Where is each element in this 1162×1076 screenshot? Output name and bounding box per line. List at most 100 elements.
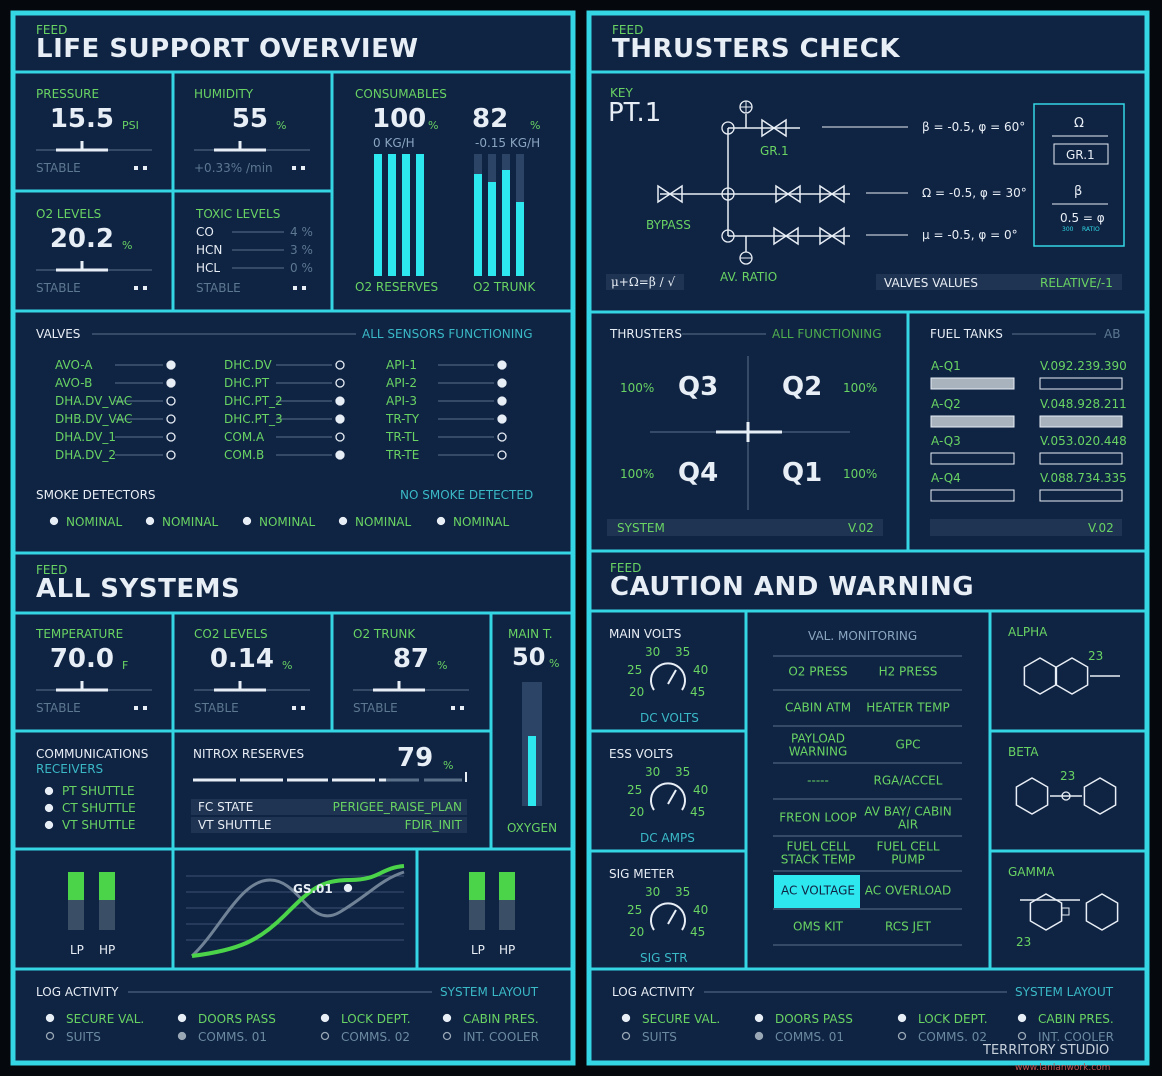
status-dot — [44, 820, 54, 830]
cells-text: H2 PRESS — [878, 664, 938, 679]
valve-state — [497, 378, 507, 388]
label-text: O2 TRUNK — [353, 627, 416, 641]
cells-text: AV BAY/ CABIN AIR — [864, 804, 952, 831]
name-text: OXYGEN — [507, 821, 558, 835]
feed-text: FEED — [610, 561, 642, 575]
status-text: STABLE — [36, 701, 81, 715]
label-text: MAIN VOLTS — [609, 627, 682, 641]
row-bg — [876, 274, 1122, 290]
feed-text: FEED — [36, 23, 68, 37]
status-dot — [320, 1031, 330, 1041]
columns-text: DHC.PT — [224, 376, 270, 390]
indicator — [301, 166, 305, 170]
indicator — [460, 706, 464, 710]
panel — [12, 309, 574, 555]
valve-state — [497, 396, 507, 406]
panel — [171, 70, 334, 193]
rows-text: FC STATE — [198, 800, 254, 814]
items-text: SUITS — [642, 1030, 677, 1044]
level-bar — [474, 174, 482, 276]
watermark-text: TERRITORY STUDIO — [983, 1043, 1110, 1058]
value-text: PT.1 — [608, 98, 662, 128]
hexagon — [1085, 893, 1119, 931]
items-text: COMMS. 01 — [775, 1030, 845, 1044]
level-bar — [416, 154, 424, 276]
cells-text: RGA/ACCEL — [873, 773, 943, 788]
formula-text: μ+Ω=β / √ — [611, 275, 676, 289]
columns-text: DHA.DV_VAC — [55, 394, 133, 408]
valve — [819, 184, 845, 204]
label-text: CO2 LEVELS — [194, 627, 268, 641]
tanks-text: V.088.734.335 — [1040, 471, 1127, 485]
cells-text: GPC — [895, 737, 921, 752]
items-text: CT SHUTTLE — [62, 801, 136, 815]
indicator — [143, 286, 147, 290]
rows-text: HCL — [196, 261, 221, 275]
label-text: FUEL TANKS — [930, 327, 1003, 341]
panel — [744, 609, 992, 971]
valve — [775, 184, 801, 204]
relative-text: RELATIVE/-1 — [1040, 276, 1113, 290]
valve-state — [166, 396, 176, 406]
status-dot — [754, 1013, 764, 1023]
items-text: CABIN PRES. — [1038, 1012, 1114, 1026]
panel — [588, 729, 748, 853]
items-text: DOORS PASS — [198, 1012, 276, 1026]
unit-text: % — [276, 119, 287, 132]
needle — [667, 909, 677, 925]
unit-text: SIG STR — [640, 951, 688, 965]
valve-state — [166, 378, 176, 388]
status-text: STABLE — [196, 281, 241, 295]
b-unit-text: % — [530, 119, 541, 132]
tanks-text: V.048.928.211 — [1040, 397, 1127, 411]
hexagon — [1083, 777, 1117, 815]
unit-text: % — [282, 659, 293, 672]
quads-text: Q3 — [678, 372, 719, 402]
unit-text: % — [443, 759, 454, 772]
version-text: V.02 — [1088, 521, 1114, 535]
a-value-text: 100 — [372, 104, 427, 134]
dial — [650, 902, 686, 931]
panel — [988, 609, 1148, 733]
rows-text: VT SHUTTLE — [198, 818, 272, 832]
node — [721, 121, 735, 135]
columns-text: DHA.DV_2 — [55, 448, 116, 462]
panel — [588, 12, 1148, 74]
box-text: GR.1 — [1066, 148, 1095, 162]
scale-text: 20 — [629, 805, 645, 819]
status-dot — [320, 1013, 330, 1023]
valves-text: VALVES VALUES — [884, 276, 978, 290]
items-text: COMMS. 02 — [918, 1030, 988, 1044]
status-dot — [1017, 1013, 1027, 1023]
valve-state — [335, 396, 345, 406]
tank-bar — [1039, 415, 1123, 428]
value-text: 87 — [392, 644, 429, 674]
value-text: 50 — [512, 643, 546, 671]
status-text: STABLE — [36, 161, 81, 175]
valve-state — [497, 360, 507, 370]
unit-text: F — [122, 659, 129, 672]
items-text: SECURE VAL. — [642, 1012, 721, 1026]
scale-text: 40 — [693, 663, 709, 677]
valve-state — [335, 432, 345, 442]
eq-text: β = -0.5, φ = 60° — [922, 120, 1026, 134]
columns-text: API-2 — [386, 376, 417, 390]
rows-text: FDIR_INIT — [404, 818, 462, 832]
value-text: 15.5 — [49, 104, 114, 134]
row-bg — [930, 519, 1122, 536]
key-box — [1033, 103, 1125, 247]
items-text: SECURE VAL. — [66, 1012, 145, 1026]
items-text: INT. COOLER — [463, 1030, 539, 1044]
panel — [988, 849, 1148, 971]
cells-text: AC OVERLOAD — [864, 883, 952, 898]
columns-text: DHC.PT_3 — [224, 412, 283, 426]
quads-text: 100% — [843, 467, 878, 481]
scale-text: 25 — [627, 663, 643, 677]
frame — [586, 10, 1150, 1066]
eq-text: Ω = -0.5, φ = 30° — [922, 186, 1027, 200]
panel — [12, 551, 574, 615]
status-dot — [49, 516, 59, 526]
valve — [657, 184, 683, 204]
status-dot — [45, 1013, 55, 1023]
cells-text: AC VOLTAGE — [781, 883, 855, 898]
